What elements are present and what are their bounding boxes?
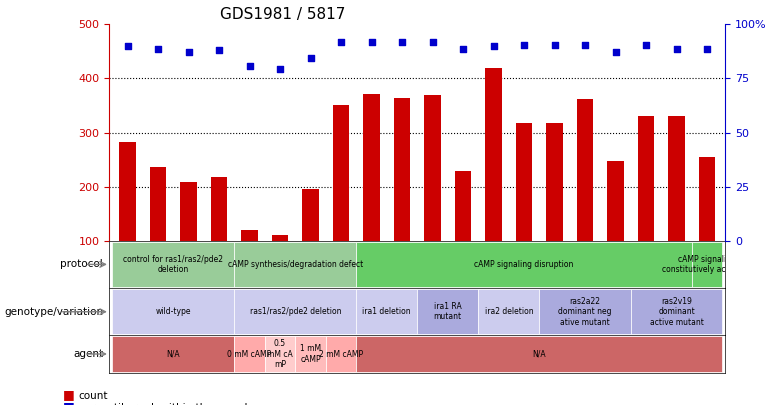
Bar [150,166,166,241]
Point [274,66,286,72]
FancyBboxPatch shape [234,336,264,372]
Text: 0.5
mM cA
mP: 0.5 mM cA mP [268,339,293,369]
Bar [699,157,715,241]
Point [243,63,256,69]
Text: genotype/variation: genotype/variation [4,307,103,317]
Bar [271,235,289,241]
Text: wild-type: wild-type [155,307,191,316]
Text: ira1 RA
mutant: ira1 RA mutant [434,302,462,322]
Bar [576,99,594,241]
Bar [455,171,471,241]
Text: 2 mM cAMP: 2 mM cAMP [319,350,363,358]
Point [579,42,591,48]
Text: ■: ■ [62,388,74,401]
Point [457,45,470,52]
Text: control for ras1/ras2/pde2
deletion: control for ras1/ras2/pde2 deletion [123,255,223,274]
FancyBboxPatch shape [356,336,722,372]
FancyBboxPatch shape [539,289,631,335]
Point [548,42,561,48]
Bar [424,95,441,241]
FancyBboxPatch shape [692,242,722,287]
FancyBboxPatch shape [112,336,234,372]
Point [183,49,195,55]
Text: count: count [78,391,108,401]
Text: cAMP signaling
constitutively activated: cAMP signaling constitutively activated [661,255,753,274]
Point [640,42,652,48]
Point [152,45,165,52]
Text: ras2v19
dominant
active mutant: ras2v19 dominant active mutant [650,297,704,326]
Bar [668,116,685,241]
Bar [638,116,654,241]
Text: 0 mM cAMP: 0 mM cAMP [228,350,271,358]
Point [365,39,378,45]
Bar [302,189,319,241]
Point [304,55,317,61]
Text: cAMP signaling disruption: cAMP signaling disruption [474,260,574,269]
FancyBboxPatch shape [478,289,539,335]
Text: ira2 deletion: ira2 deletion [484,307,533,316]
FancyBboxPatch shape [296,336,326,372]
FancyBboxPatch shape [112,289,234,335]
Text: cAMP synthesis/degradation defect: cAMP synthesis/degradation defect [228,260,363,269]
Bar [119,142,136,241]
Point [121,43,133,49]
Point [488,43,500,49]
Bar [546,123,563,241]
Point [335,39,347,45]
Bar [394,98,410,241]
FancyBboxPatch shape [631,289,722,335]
Text: agent: agent [73,349,103,359]
Bar [180,182,197,241]
Text: ras2a22
dominant neg
ative mutant: ras2a22 dominant neg ative mutant [558,297,612,326]
Point [609,49,622,55]
Point [670,45,682,52]
Bar [607,161,624,241]
FancyBboxPatch shape [234,242,356,287]
Text: 1 mM
cAMP: 1 mM cAMP [300,344,321,364]
FancyBboxPatch shape [326,336,356,372]
FancyBboxPatch shape [356,242,692,287]
Text: protocol: protocol [60,259,103,269]
Text: N/A: N/A [533,350,546,358]
Text: ras1/ras2/pde2 deletion: ras1/ras2/pde2 deletion [250,307,341,316]
Text: N/A: N/A [166,350,180,358]
Point [518,42,530,48]
FancyBboxPatch shape [234,289,356,335]
Text: percentile rank within the sample: percentile rank within the sample [78,403,254,405]
Bar [485,68,502,241]
Bar [332,105,349,241]
Text: ira1 deletion: ira1 deletion [363,307,411,316]
Text: GDS1981 / 5817: GDS1981 / 5817 [220,7,346,22]
Bar [241,230,258,241]
FancyBboxPatch shape [417,289,478,335]
Bar [363,94,380,241]
Bar [211,177,228,241]
FancyBboxPatch shape [356,289,417,335]
FancyBboxPatch shape [112,242,234,287]
Point [427,39,439,45]
Point [395,39,408,45]
Text: ■: ■ [62,400,74,405]
Point [213,47,225,53]
Point [701,45,714,52]
FancyBboxPatch shape [264,336,296,372]
Bar [516,123,533,241]
